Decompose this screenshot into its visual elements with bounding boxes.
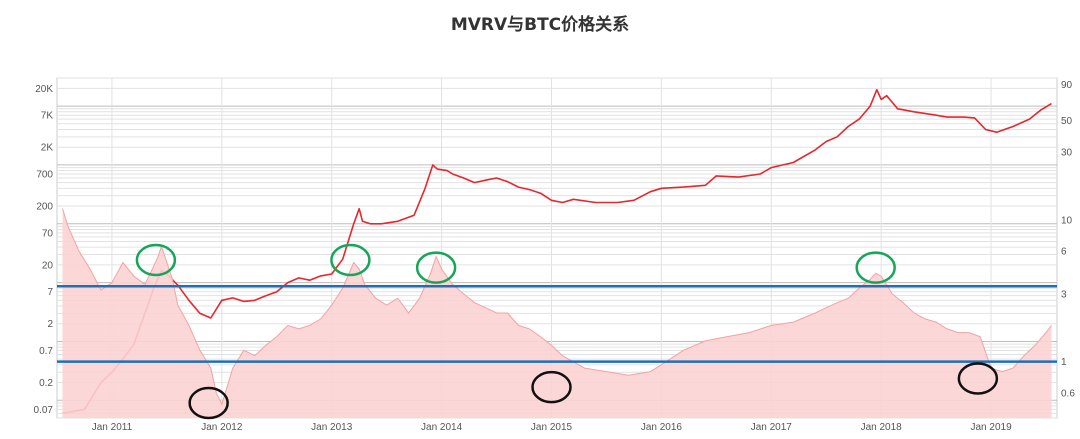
y-left-tick-label: 0.07	[34, 405, 54, 416]
y-left-tick-label: 0.7	[39, 346, 53, 357]
x-tick-label: Jan 2016	[641, 422, 683, 433]
y-left-tick-label: 2	[47, 319, 53, 330]
y-right-tick-label: 6	[1061, 247, 1067, 258]
annotation-circle-4	[188, 386, 229, 420]
y-left-tick-label: 70	[42, 228, 54, 239]
x-tick-label: Jan 2018	[861, 422, 903, 433]
annotation-circle-6	[957, 362, 999, 395]
series-1-outline	[62, 208, 1052, 406]
series-0-line	[62, 88, 1052, 415]
y-right-tick-label: 50	[1061, 116, 1073, 127]
y-right-tick-label: 10	[1061, 215, 1073, 226]
series-1-area	[62, 208, 1052, 418]
annotation-circle-0	[135, 243, 177, 277]
y-left-tick-label: 7	[47, 287, 53, 298]
y-left-tick-label: 20	[42, 260, 54, 271]
y-right-tick-label: 1	[1061, 357, 1067, 368]
y-left-tick-label: 2K	[41, 143, 54, 154]
y-left-tick-label: 7K	[41, 111, 54, 122]
y-right-tick-label: 90	[1061, 80, 1073, 91]
x-tick-label: Jan 2017	[751, 422, 793, 433]
y-left-tick-label: 0.2	[39, 378, 53, 389]
annotation-circle-5	[531, 370, 572, 404]
y-left-tick-label: 20K	[35, 84, 53, 95]
annotation-circle-3	[855, 251, 896, 284]
annotation-circle-1	[330, 243, 371, 277]
y-right-tick-label: 0.6	[1061, 389, 1075, 400]
x-tick-label: Jan 2013	[311, 422, 353, 433]
y-right-tick-label: 30	[1061, 148, 1073, 159]
y-right-tick-label: 3	[1061, 289, 1067, 300]
x-tick-label: Jan 2019	[970, 422, 1012, 433]
x-tick-label: Jan 2011	[92, 422, 133, 433]
x-tick-label: Jan 2012	[201, 422, 243, 433]
x-tick-label: Jan 2015	[531, 422, 573, 433]
x-tick-label: Jan 2014	[421, 422, 463, 433]
annotation-circle-2	[415, 251, 457, 284]
y-left-tick-label: 700	[36, 170, 53, 181]
chart-title: MVRV与BTC价格关系	[450, 15, 630, 35]
y-left-tick-label: 200	[36, 202, 53, 213]
